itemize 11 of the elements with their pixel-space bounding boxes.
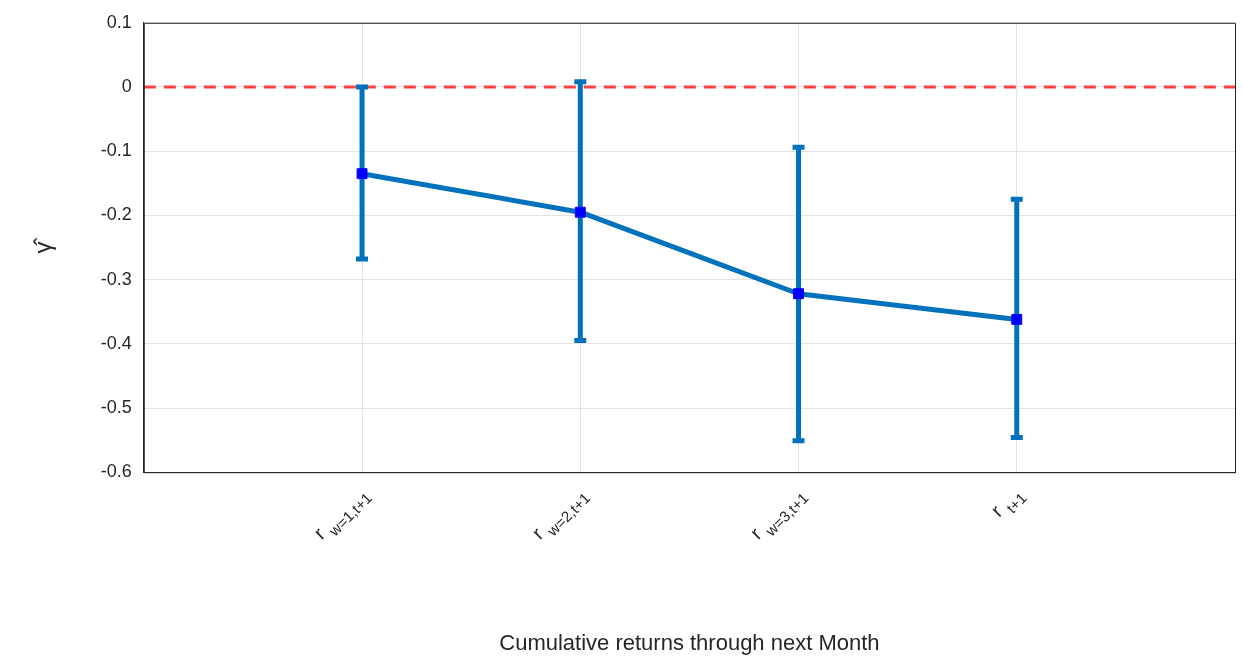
y-tick-label: 0.1 (106, 11, 132, 32)
y-tick-label: -0.1 (100, 140, 132, 161)
y-tick-label: -0.5 (100, 396, 132, 417)
x-axis-title: Cumulative returns through next Month (499, 629, 880, 655)
y-tick-label: -0.4 (100, 332, 132, 353)
y-tick-label: 0 (121, 75, 132, 96)
y-tick-label: -0.2 (100, 204, 132, 225)
y-tick-label: -0.6 (100, 461, 132, 482)
y-tick-label: -0.3 (100, 268, 132, 289)
y-axis-title: γ̂ (29, 237, 57, 254)
x-tick-label: rt+1 (986, 489, 1030, 521)
